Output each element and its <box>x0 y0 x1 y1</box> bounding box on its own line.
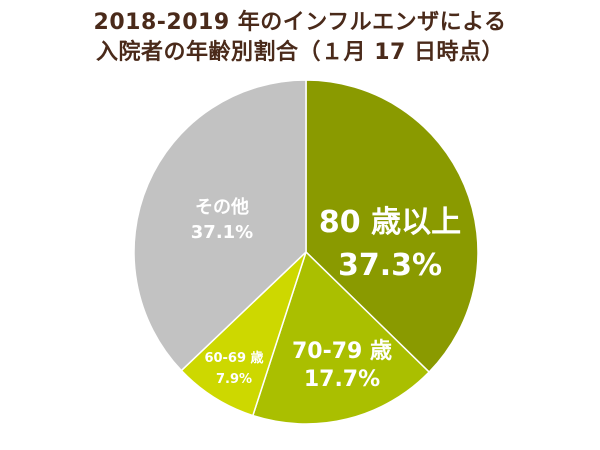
slice-label-name-1: 80 歳以上 <box>319 205 461 240</box>
slice-label-name-2: 70-79 歳 <box>292 339 392 364</box>
slice-label-name-3: 60-69 歳 <box>204 350 263 366</box>
slice-label-value-4: 37.1% <box>191 222 253 243</box>
slice-label-value-3: 7.9% <box>216 372 252 387</box>
pie-slice-2 <box>251 250 431 425</box>
pie-labels: 80 歳以上 37.3% 70-79 歳 17.7% 60-69 歳 7.9% その他 37.… <box>191 196 461 392</box>
pie-slices <box>133 79 479 425</box>
slice-label-value-1: 37.3% <box>338 248 442 283</box>
slice-label-name-4: その他 <box>195 196 249 218</box>
chart-title-line-2: 入院者の年齢別割合（１月 17 日時点） <box>96 40 504 65</box>
chart-title-line-1: 2018-2019 年のインフルエンザによる <box>93 10 507 35</box>
slice-label-value-2: 17.7% <box>304 367 380 392</box>
pie-slice-4 <box>133 79 307 372</box>
pie-slice-1 <box>305 79 479 374</box>
chart-title: 2018-2019 年のインフルエンザによる 入院者の年齢別割合（１月 17 日… <box>0 8 600 68</box>
